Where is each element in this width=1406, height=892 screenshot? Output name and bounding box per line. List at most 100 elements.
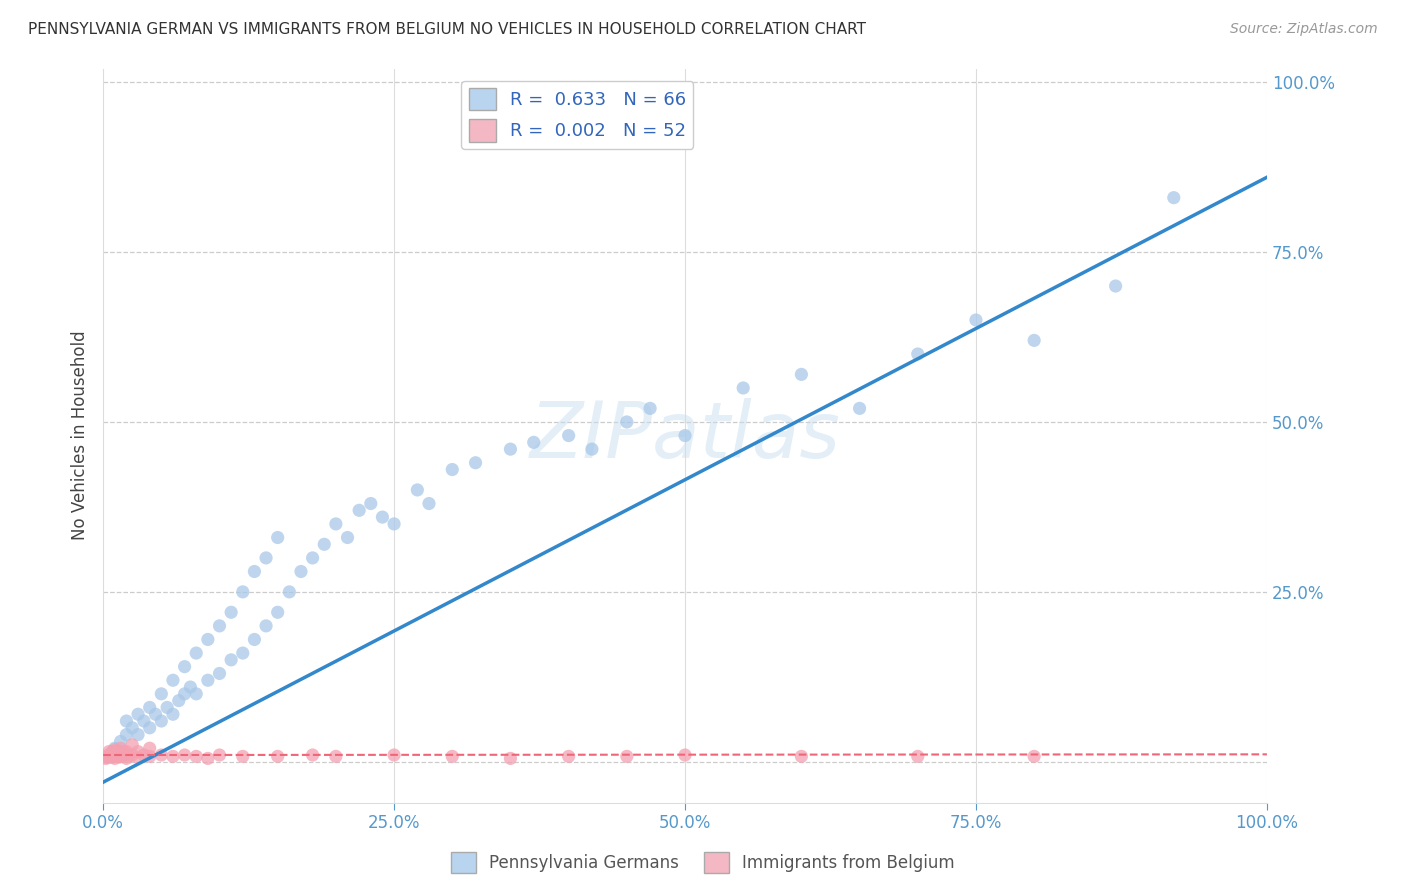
Point [138,741,160,756]
Point [208,619,231,633]
Point [197,751,219,765]
Point [127,750,149,764]
Point [97,747,120,762]
Point [97,745,120,759]
Point [254,619,277,633]
Y-axis label: No Vehicles in Household: No Vehicles in Household [72,331,89,541]
Point [97,750,120,764]
Point [138,721,160,735]
Point [219,605,242,619]
Text: PENNSYLVANIA GERMAN VS IMMIGRANTS FROM BELGIUM NO VEHICLES IN HOUSEHOLD CORRELAT: PENNSYLVANIA GERMAN VS IMMIGRANTS FROM B… [28,22,866,37]
Point [790,368,813,382]
Point [110,747,132,761]
Point [499,442,522,457]
Point [186,749,208,764]
Point [111,749,134,764]
Point [118,749,141,764]
Point [464,456,486,470]
Point [121,721,143,735]
Point [150,714,173,728]
Point [101,750,124,764]
Point [418,496,440,510]
Point [1104,279,1126,293]
Point [121,738,143,752]
Point [115,745,138,759]
Point [186,646,208,660]
Point [111,745,134,759]
Point [499,751,522,765]
Point [733,381,755,395]
Point [110,734,132,748]
Point [243,632,266,647]
Point [314,537,336,551]
Point [673,428,696,442]
Point [557,749,579,764]
Point [96,749,118,764]
Point [638,401,661,416]
Point [104,742,127,756]
Point [100,747,122,761]
Point [232,749,254,764]
Point [173,687,195,701]
Point [138,700,160,714]
Point [115,714,138,728]
Point [104,751,127,765]
Point [290,565,312,579]
Point [336,531,359,545]
Point [347,503,370,517]
Legend: R =  0.633   N = 66, R =  0.002   N = 52: R = 0.633 N = 66, R = 0.002 N = 52 [461,81,693,149]
Point [581,442,603,457]
Point [267,531,290,545]
Point [616,749,638,764]
Point [254,550,277,565]
Point [197,673,219,688]
Point [138,749,160,764]
Text: Source: ZipAtlas.com: Source: ZipAtlas.com [1230,22,1378,37]
Point [360,496,382,510]
Point [673,747,696,762]
Point [105,745,128,759]
Point [162,673,184,688]
Point [115,751,138,765]
Point [371,510,394,524]
Point [1024,749,1046,764]
Point [150,747,173,762]
Point [179,680,201,694]
Point [382,516,405,531]
Point [616,415,638,429]
Point [105,749,128,764]
Point [208,747,231,762]
Point [267,605,290,619]
Point [197,632,219,647]
Point [127,728,149,742]
Point [382,747,405,762]
Point [98,749,121,764]
Point [127,707,149,722]
Point [101,745,124,759]
Legend: Pennsylvania Germans, Immigrants from Belgium: Pennsylvania Germans, Immigrants from Be… [444,846,962,880]
Point [108,750,131,764]
Point [156,700,179,714]
Point [557,428,579,442]
Point [173,747,195,762]
Text: ZIPatlas: ZIPatlas [530,398,841,474]
Point [406,483,429,497]
Point [523,435,546,450]
Point [112,747,135,762]
Point [965,313,987,327]
Point [94,751,117,765]
Point [162,707,184,722]
Point [441,749,464,764]
Point [243,565,266,579]
Point [132,714,155,728]
Point [110,741,132,756]
Point [219,653,242,667]
Point [127,745,149,759]
Point [167,693,190,707]
Point [150,687,173,701]
Point [104,741,127,756]
Point [441,462,464,476]
Point [173,659,195,673]
Point [121,747,143,762]
Point [186,687,208,701]
